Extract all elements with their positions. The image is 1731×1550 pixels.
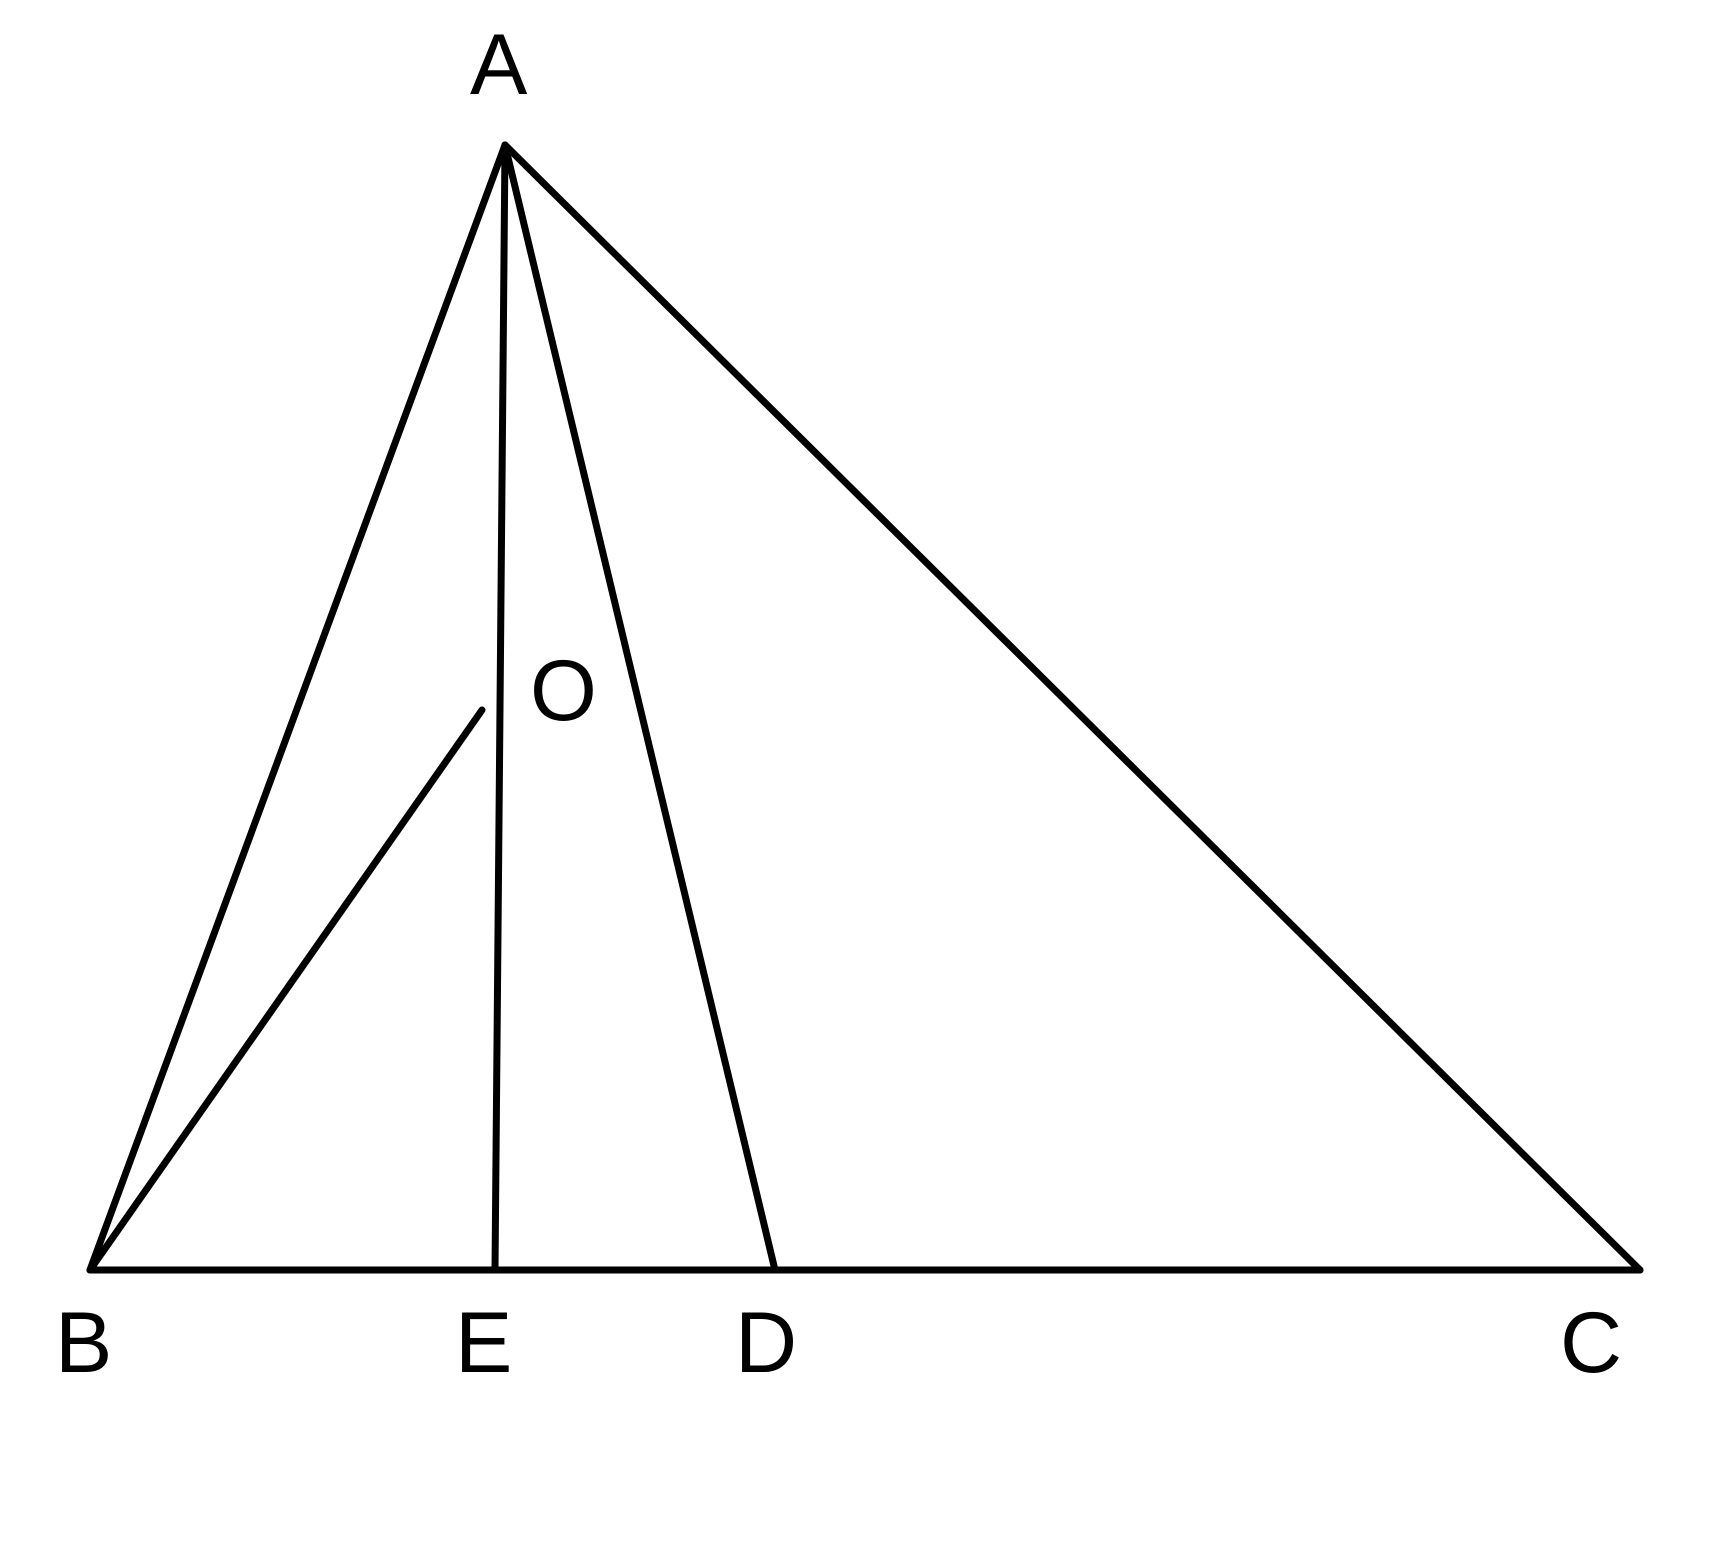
vertex-label-E: E bbox=[455, 1300, 512, 1386]
vertex-label-B: B bbox=[55, 1300, 112, 1386]
diagram-stage: A B C D E O bbox=[0, 0, 1731, 1550]
triangle-diagram-svg bbox=[0, 0, 1731, 1550]
vertex-label-C: C bbox=[1560, 1300, 1622, 1386]
vertex-label-A: A bbox=[470, 22, 527, 108]
vertex-label-O: O bbox=[530, 648, 597, 734]
vertex-label-D: D bbox=[735, 1300, 797, 1386]
